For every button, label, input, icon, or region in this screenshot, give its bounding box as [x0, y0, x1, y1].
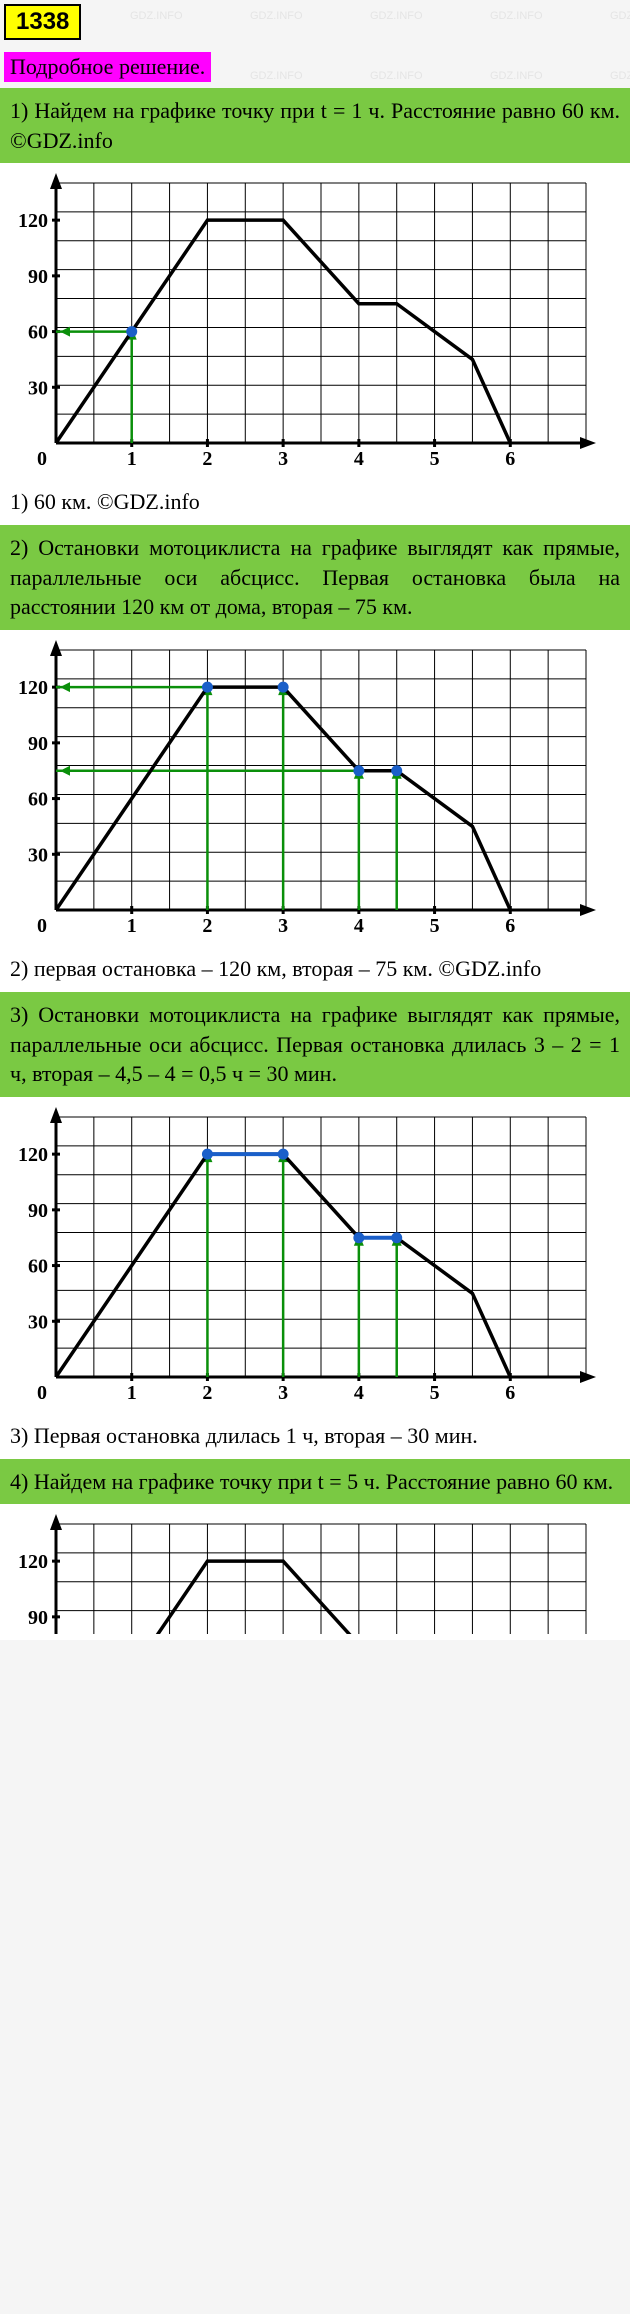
svg-text:0: 0	[37, 915, 47, 937]
section-3-question: 3) Остановки мотоциклиста на графике выг…	[0, 992, 630, 1097]
svg-text:5: 5	[430, 1382, 440, 1404]
svg-text:0: 0	[37, 1382, 47, 1404]
svg-text:5: 5	[430, 448, 440, 470]
section-1-question: 1) Найдем на графике точку при t = 1 ч. …	[0, 88, 630, 163]
chart-3: 30 60 90 120 0 1 2 3 4 5 6	[0, 1097, 630, 1413]
svg-text:4: 4	[354, 448, 364, 470]
chart-2: 30 60 90 120 0 1 2 3 4 5 6	[0, 630, 630, 946]
section-1-answer: 1) 60 км. ©GDZ.info	[0, 479, 630, 525]
chart-svg: 30 60 90 120 0 1 2 3 4 5 6	[6, 1107, 596, 1407]
svg-text:60: 60	[28, 1255, 48, 1277]
chart-svg: 30 60 90 120 0 1 2 3 4 5 6	[6, 640, 596, 940]
svg-text:6: 6	[505, 1382, 515, 1404]
svg-text:120: 120	[18, 677, 48, 699]
section-3-answer: 3) Первая остановка длилась 1 ч, вторая …	[0, 1413, 630, 1459]
svg-text:90: 90	[28, 733, 48, 755]
svg-text:1: 1	[127, 1382, 137, 1404]
chart-1: 30 60 90 120 0 1 2 3 4 5 6	[0, 163, 630, 479]
section-2-answer: 2) первая остановка – 120 км, вторая – 7…	[0, 946, 630, 992]
problem-number: 1338	[4, 4, 81, 40]
svg-text:30: 30	[28, 1311, 48, 1333]
svg-text:5: 5	[430, 915, 440, 937]
svg-text:3: 3	[278, 915, 288, 937]
svg-text:3: 3	[278, 1382, 288, 1404]
chart-4: 3060901200123456	[0, 1504, 630, 1640]
svg-text:2: 2	[202, 1382, 212, 1404]
svg-text:120: 120	[18, 1144, 48, 1166]
svg-text:4: 4	[354, 915, 364, 937]
svg-text:30: 30	[28, 844, 48, 866]
chart-svg: 30 60 90 120 0 1 2 3 4 5 6	[6, 173, 596, 473]
svg-text:120: 120	[18, 1551, 48, 1573]
svg-text:6: 6	[505, 915, 515, 937]
svg-text:4: 4	[354, 1382, 364, 1404]
svg-text:60: 60	[28, 322, 48, 344]
svg-text:30: 30	[28, 378, 48, 400]
svg-text:3: 3	[278, 448, 288, 470]
svg-text:2: 2	[202, 448, 212, 470]
svg-text:1: 1	[127, 448, 137, 470]
section-4-question: 4) Найдем на графике точку при t = 5 ч. …	[0, 1459, 630, 1505]
svg-text:2: 2	[202, 915, 212, 937]
svg-text:0: 0	[37, 448, 47, 470]
svg-text:60: 60	[28, 789, 48, 811]
svg-text:90: 90	[28, 266, 48, 288]
svg-text:1: 1	[127, 915, 137, 937]
chart-svg: 3060901200123456	[6, 1514, 596, 1634]
svg-text:120: 120	[18, 211, 48, 233]
svg-text:90: 90	[28, 1607, 48, 1629]
svg-text:6: 6	[505, 448, 515, 470]
solution-header: Подробное решение.	[4, 52, 211, 82]
svg-text:90: 90	[28, 1200, 48, 1222]
section-2-question: 2) Остановки мотоциклиста на графике выг…	[0, 525, 630, 630]
